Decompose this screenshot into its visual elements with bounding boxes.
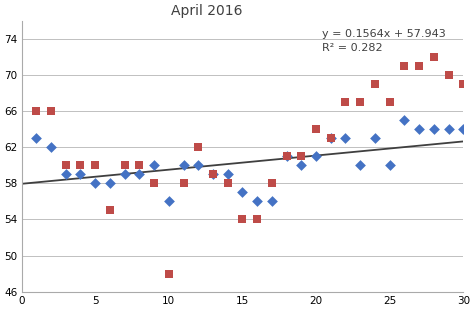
Point [194,163,202,168]
Point [165,199,173,204]
Point [47,108,55,113]
Point [415,64,423,69]
Point [386,163,393,168]
Text: y = 0.1564x + 57.943
R² = 0.282: y = 0.1564x + 57.943 R² = 0.282 [322,29,446,53]
Point [77,172,84,177]
Point [371,82,379,86]
Point [342,100,349,104]
Point [327,136,335,141]
Point [121,163,128,168]
Point [283,154,291,159]
Point [224,181,231,186]
Point [106,181,114,186]
Point [106,208,114,213]
Point [401,64,408,69]
Point [312,154,320,159]
Point [356,100,364,104]
Point [136,172,143,177]
Point [47,145,55,150]
Point [180,181,187,186]
Point [150,163,158,168]
Point [62,163,70,168]
Point [283,154,291,159]
Point [136,163,143,168]
Title: April 2016: April 2016 [171,4,243,18]
Point [386,100,393,104]
Point [209,172,217,177]
Point [459,82,467,86]
Point [180,163,187,168]
Point [254,199,261,204]
Point [194,145,202,150]
Point [150,181,158,186]
Point [312,126,320,131]
Point [209,172,217,177]
Point [298,163,305,168]
Point [401,117,408,122]
Point [415,126,423,131]
Point [268,199,276,204]
Point [430,126,438,131]
Point [224,172,231,177]
Point [327,136,335,141]
Point [77,163,84,168]
Point [91,163,99,168]
Point [254,217,261,222]
Point [430,54,438,59]
Point [371,136,379,141]
Point [459,126,467,131]
Point [356,163,364,168]
Point [62,172,70,177]
Point [342,136,349,141]
Point [165,271,173,276]
Point [298,154,305,159]
Point [33,136,40,141]
Point [445,73,452,78]
Point [268,181,276,186]
Point [33,108,40,113]
Point [238,217,246,222]
Point [238,190,246,195]
Point [445,126,452,131]
Point [121,172,128,177]
Point [91,181,99,186]
